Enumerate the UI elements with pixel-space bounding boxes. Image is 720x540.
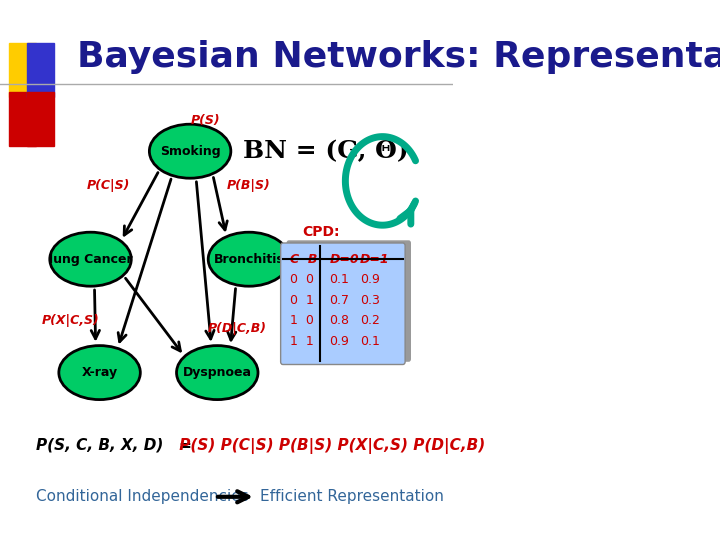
Ellipse shape xyxy=(149,124,231,178)
Text: 0.8: 0.8 xyxy=(330,314,349,327)
Text: Dyspnoea: Dyspnoea xyxy=(183,366,252,379)
Text: P(D|C,B): P(D|C,B) xyxy=(208,322,267,335)
Text: Bronchitis: Bronchitis xyxy=(214,253,284,266)
Ellipse shape xyxy=(176,346,258,400)
Text: Conditional Independencies: Conditional Independencies xyxy=(36,489,249,504)
Ellipse shape xyxy=(59,346,140,400)
Bar xyxy=(27,43,54,97)
Text: P(S): P(S) xyxy=(191,114,221,127)
Text: P(X|C,S): P(X|C,S) xyxy=(41,314,99,327)
Text: 0  0: 0 0 xyxy=(290,273,314,286)
Text: X-ray: X-ray xyxy=(81,366,117,379)
Text: 1  0: 1 0 xyxy=(290,314,314,327)
Text: C  B: C B xyxy=(290,253,318,266)
Text: Smoking: Smoking xyxy=(160,145,220,158)
Text: P(S) P(C|S) P(B|S) P(X|C,S) P(D|C,B): P(S) P(C|S) P(B|S) P(X|C,S) P(D|C,B) xyxy=(174,437,485,454)
Text: BN = (G, Θ): BN = (G, Θ) xyxy=(243,139,409,163)
Text: 0.7: 0.7 xyxy=(330,294,349,307)
Text: 0.3: 0.3 xyxy=(360,294,379,307)
Text: 0  1: 0 1 xyxy=(290,294,314,307)
Text: P(C|S): P(C|S) xyxy=(87,179,130,192)
Text: 0.1: 0.1 xyxy=(330,273,349,286)
Bar xyxy=(27,92,54,146)
FancyBboxPatch shape xyxy=(281,243,405,364)
Text: lung Cancer: lung Cancer xyxy=(49,253,132,266)
Text: Efficient Representation: Efficient Representation xyxy=(260,489,444,504)
Text: P(S, C, B, X, D)   =: P(S, C, B, X, D) = xyxy=(36,438,192,453)
Text: 1  1: 1 1 xyxy=(290,335,314,348)
Text: 0.1: 0.1 xyxy=(360,335,379,348)
Text: 0.9: 0.9 xyxy=(360,273,379,286)
Ellipse shape xyxy=(208,232,289,286)
Text: 0.9: 0.9 xyxy=(330,335,349,348)
FancyBboxPatch shape xyxy=(287,240,411,362)
Text: D=1: D=1 xyxy=(360,253,390,266)
Text: P(B|S): P(B|S) xyxy=(227,179,271,192)
Ellipse shape xyxy=(50,232,131,286)
Text: CPD:: CPD: xyxy=(302,225,340,239)
Text: D=0: D=0 xyxy=(330,253,359,266)
Bar xyxy=(9,43,36,97)
Bar xyxy=(9,92,36,146)
Text: 0.2: 0.2 xyxy=(360,314,379,327)
Text: Bayesian Networks: Representation: Bayesian Networks: Representation xyxy=(77,40,720,73)
